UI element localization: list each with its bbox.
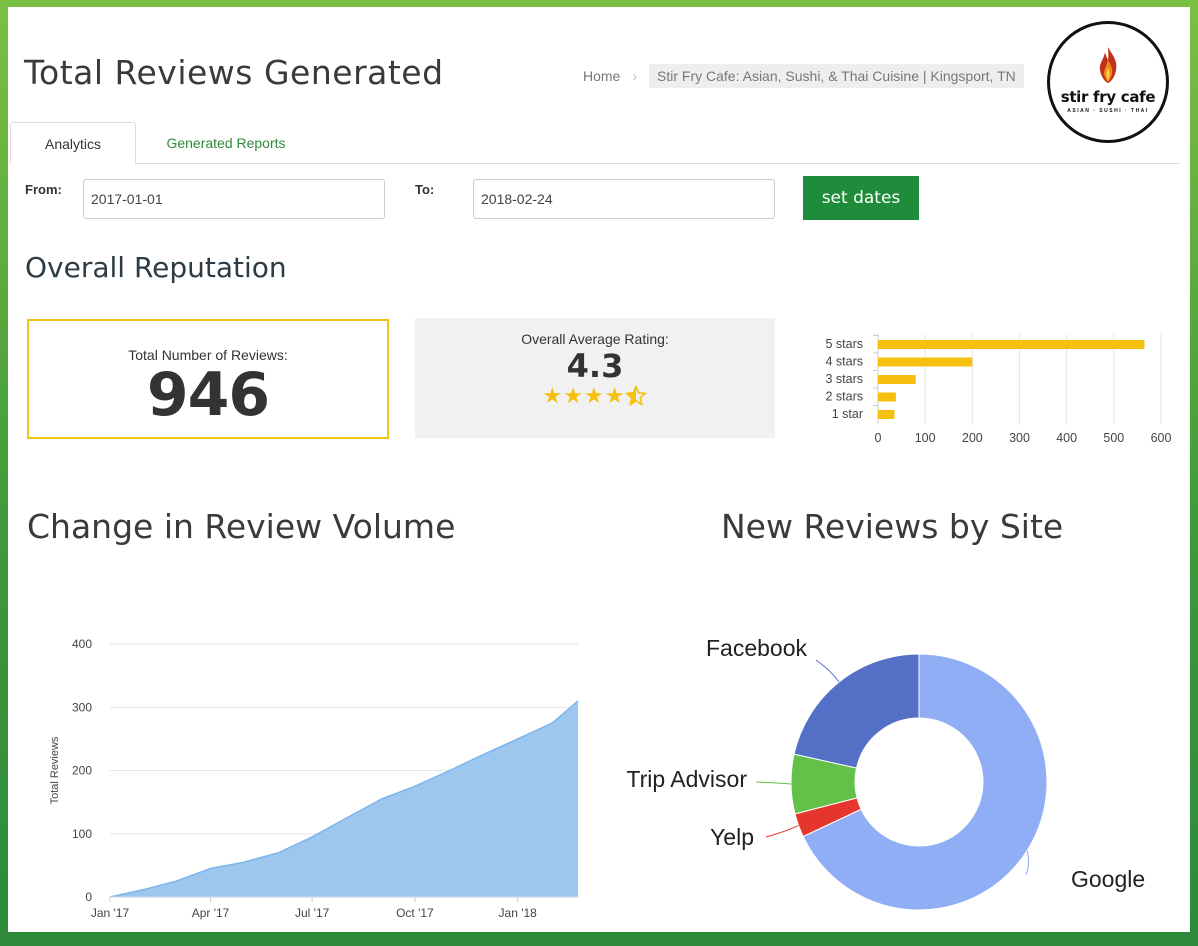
star-half-icon — [625, 385, 648, 406]
star-full-icon: ★ — [584, 383, 604, 408]
total-reviews-value: 946 — [146, 360, 270, 430]
tab-analytics[interactable]: Analytics — [10, 122, 136, 165]
rating-distribution-chart: 0 100 200 300 400 500 600 5 stars 4 stars 3 stars… — [825, 334, 1172, 445]
tab-generated-reports[interactable]: Generated Reports — [166, 135, 286, 151]
donut-connector — [765, 824, 799, 838]
y-tick-label: 1 star — [832, 407, 863, 421]
total-reviews-label: Total Number of Reviews: — [128, 347, 288, 363]
donut-slice[interactable] — [793, 653, 920, 769]
x-tick-label: 100 — [915, 431, 936, 445]
breadcrumb-home[interactable]: Home — [583, 68, 621, 84]
x-tick-label: 600 — [1151, 431, 1172, 445]
star-rating: ★ ★ ★ ★ — [415, 385, 775, 407]
breadcrumb: Home › Stir Fry Cafe: Asian, Sushi, & Th… — [583, 64, 1024, 88]
reviews-by-site-chart: Google Yelp Trip Advisor Facebook — [626, 635, 1145, 911]
bar[interactable] — [878, 357, 973, 367]
star-full-icon: ★ — [604, 383, 625, 408]
x-tick-label: Jan '18 — [499, 906, 538, 920]
breadcrumb-current: Stir Fry Cafe: Asian, Sushi, & Thai Cuis… — [649, 64, 1024, 88]
x-tick-label: 500 — [1103, 431, 1124, 445]
total-reviews-card: Total Number of Reviews: 946 — [27, 319, 389, 439]
x-tick-label: 0 — [875, 431, 882, 445]
average-rating-card: Overall Average Rating: 4.3 ★ ★ ★ ★ — [415, 318, 775, 438]
area-series-line — [109, 700, 578, 898]
business-logo: stir fry cafe ASIAN · SUSHI · THAI — [1047, 21, 1169, 143]
page-title: Total Reviews Generated — [24, 53, 444, 92]
donut-connector — [1025, 850, 1030, 876]
donut-connector — [815, 659, 840, 683]
set-dates-button[interactable]: set dates — [803, 176, 919, 220]
y-tick-label: 200 — [72, 764, 92, 778]
donut-connector — [755, 781, 792, 785]
bar[interactable] — [878, 375, 916, 384]
y-tick-label: 0 — [85, 890, 92, 904]
dashboard-panel: Total Reviews Generated Home › Stir Fry … — [8, 7, 1190, 932]
y-tick-label: 4 stars — [825, 355, 863, 369]
star-full-icon: ★ — [563, 383, 583, 408]
y-tick-label: 2 stars — [825, 390, 863, 404]
to-date-input[interactable] — [473, 179, 775, 219]
donut-label: Yelp — [710, 824, 754, 850]
x-tick-label: Jul '17 — [295, 906, 330, 920]
donut-label: Trip Advisor — [626, 766, 747, 792]
review-volume-title: Change in Review Volume — [27, 507, 456, 546]
x-tick-label: Oct '17 — [396, 906, 434, 920]
average-rating-value: 4.3 — [566, 347, 624, 385]
logo-wordmark: stir fry cafe — [1060, 88, 1156, 106]
y-axis-label: Total Reviews — [49, 736, 61, 804]
reviews-by-site-title: New Reviews by Site — [721, 507, 1064, 546]
chevron-right-icon: › — [632, 68, 638, 84]
logo-tagline: ASIAN · SUSHI · THAI — [1067, 108, 1149, 114]
tab-bar: Analytics Generated Reports — [10, 122, 1180, 165]
donut-label: Facebook — [706, 635, 808, 661]
overall-reputation-title: Overall Reputation — [25, 251, 287, 284]
flame-icon — [1099, 47, 1117, 83]
bar[interactable] — [878, 392, 896, 402]
star-full-icon: ★ — [542, 383, 563, 408]
donut-label: Google — [1071, 866, 1145, 892]
y-tick-label: 300 — [72, 700, 92, 714]
x-tick-label: Jan '17 — [91, 906, 130, 920]
y-tick-label: 3 stars — [825, 372, 863, 386]
x-tick-label: 300 — [1009, 431, 1030, 445]
x-tick-label: 400 — [1056, 431, 1077, 445]
to-label: To: — [415, 182, 435, 197]
review-volume-chart: 0 100 200 300 400 Total Reviews Jan '17 Apr '17… — [49, 637, 578, 920]
y-tick-label: 100 — [72, 827, 92, 841]
donut-slice[interactable] — [802, 653, 1048, 911]
bar[interactable] — [878, 410, 895, 419]
y-tick-label: 400 — [72, 637, 92, 651]
from-date-input[interactable] — [83, 179, 385, 219]
x-tick-label: Apr '17 — [192, 906, 230, 920]
average-rating-label: Overall Average Rating: — [521, 331, 669, 347]
from-label: From: — [25, 182, 62, 197]
bar[interactable] — [878, 340, 1145, 349]
y-tick-label: 5 stars — [825, 337, 863, 351]
x-tick-label: 200 — [962, 431, 983, 445]
area-series[interactable] — [110, 700, 578, 897]
